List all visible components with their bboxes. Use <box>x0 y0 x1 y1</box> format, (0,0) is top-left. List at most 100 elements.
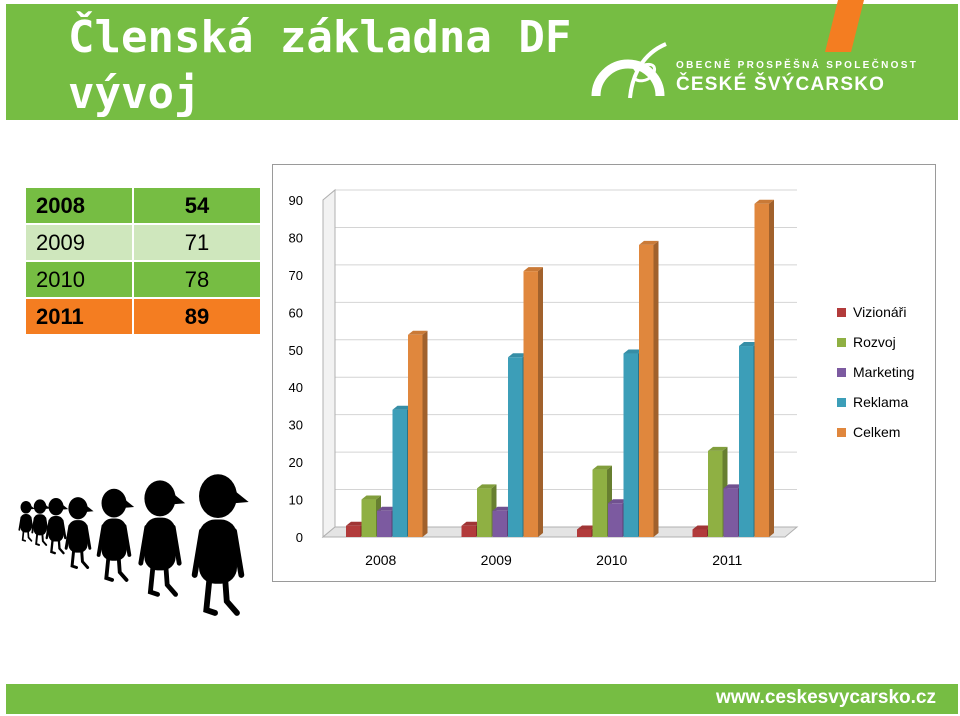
x-tick-label: 2009 <box>481 552 512 568</box>
bar-front <box>477 488 492 537</box>
person-figure-icon <box>18 500 35 542</box>
website-link[interactable]: www.ceskesvycarsko.cz <box>715 687 936 708</box>
bar-top <box>592 465 612 470</box>
x-tick-label: 2008 <box>365 552 396 568</box>
bar-top <box>492 506 512 511</box>
y-tick-label: 70 <box>289 268 303 283</box>
bar <box>523 267 543 537</box>
person-figure-icon <box>138 480 186 597</box>
y-tick-label: 10 <box>289 493 303 508</box>
person-figure-icon <box>96 488 135 582</box>
x-tick-label: 2010 <box>596 552 627 568</box>
bar-top <box>708 446 728 451</box>
table-row: 2010 78 <box>24 260 262 299</box>
growth-figures-illustration <box>18 474 249 616</box>
y-tick-label: 20 <box>289 455 303 470</box>
bar-front <box>361 499 376 537</box>
person-figure-icon <box>31 499 51 546</box>
bar-side <box>769 199 774 537</box>
bar-front <box>577 529 592 537</box>
legend-swatch <box>837 428 846 437</box>
table-row: 2009 71 <box>24 223 262 262</box>
bar-top <box>346 521 366 526</box>
bar-front <box>508 357 523 537</box>
logo-icon <box>591 42 667 99</box>
bar-top <box>692 525 712 530</box>
bar-front <box>639 244 654 537</box>
bar-front <box>723 488 738 537</box>
bar <box>754 199 774 537</box>
count-cell: 71 <box>132 223 262 262</box>
year-cell: 2010 <box>24 260 134 299</box>
y-tick-label: 0 <box>296 530 303 545</box>
legend-swatch <box>837 368 846 377</box>
bar-top <box>461 521 481 526</box>
membership-bar-chart: 0 10 20 30 40 50 60 70 80 90 2008 2009 2010 2011 Vizio… <box>289 188 914 568</box>
bar-front <box>754 203 769 537</box>
legend-swatch <box>837 398 846 407</box>
legend-label: Celkem <box>853 424 900 440</box>
bar-top <box>639 240 659 245</box>
person-figure-icon <box>191 474 249 616</box>
org-name: ČESKÉ ŠVÝCARSKO <box>676 74 886 95</box>
bar-side <box>653 240 659 537</box>
person-figure-icon <box>45 498 69 555</box>
footer-banner: www.ceskesvycarsko.cz <box>6 684 958 714</box>
bar-top <box>577 525 597 530</box>
bar-front <box>608 503 623 537</box>
y-tick-label: 40 <box>289 380 303 395</box>
legend-label: Rozvoj <box>853 334 896 350</box>
bar-front <box>623 353 638 537</box>
bar-front <box>377 510 392 537</box>
bar-top <box>508 353 528 358</box>
bar-top <box>623 349 643 354</box>
bar-front <box>346 525 361 537</box>
bar-top <box>477 484 497 489</box>
bar-top <box>739 342 759 347</box>
bar-top <box>754 199 774 204</box>
bar-top <box>377 506 397 511</box>
y-tick-label: 30 <box>289 418 303 433</box>
page-title: Členská základna DF vývoj <box>68 12 572 119</box>
bar-top <box>523 267 543 272</box>
bar-front <box>739 346 754 537</box>
bar <box>408 330 428 537</box>
bar-top <box>361 495 381 500</box>
legend-swatch <box>837 338 846 347</box>
bar-front <box>461 525 476 537</box>
bar-front <box>492 510 507 537</box>
bar-side <box>422 330 428 537</box>
membership-table: 2008 54 2009 71 2010 78 2011 89 <box>24 186 262 336</box>
org-subtitle: OBECNĚ PROSPĚŠNÁ SPOLEČNOST <box>676 60 919 71</box>
y-tick-label: 90 <box>289 193 303 208</box>
chart-legend: Vizionáři Rozvoj Marketing Reklama Celkem <box>837 304 914 440</box>
person-figure-icon <box>64 497 94 569</box>
count-cell: 89 <box>132 297 262 336</box>
year-cell: 2011 <box>24 297 134 336</box>
table-row: 2011 89 <box>24 297 262 336</box>
chart-panel: 0 10 20 30 40 50 60 70 80 90 2008 2009 2010 2011 Vizio… <box>272 164 936 582</box>
bar-front <box>708 450 723 537</box>
year-cell: 2008 <box>24 186 134 225</box>
bar <box>639 240 659 537</box>
bar-front <box>523 271 538 537</box>
y-tick-label: 80 <box>289 230 303 245</box>
bar-top <box>723 484 743 489</box>
y-tick-label: 60 <box>289 305 303 320</box>
bar-front <box>592 469 607 537</box>
count-cell: 78 <box>132 260 262 299</box>
legend-label: Reklama <box>853 394 908 410</box>
legend-label: Vizionáři <box>853 304 906 320</box>
bar-side <box>538 267 543 537</box>
bar-top <box>608 499 628 504</box>
legend-label: Marketing <box>853 364 914 380</box>
bar-top <box>408 330 428 335</box>
count-cell: 54 <box>132 186 262 225</box>
y-tick-label: 50 <box>289 343 303 358</box>
header-banner: Členská základna DF vývoj OBECNĚ PROSPĚŠ… <box>6 4 958 120</box>
legend-swatch <box>837 308 846 317</box>
bar-front <box>392 409 407 537</box>
bar-front <box>692 529 707 537</box>
bar-top <box>392 405 412 410</box>
table-row: 2008 54 <box>24 186 262 225</box>
